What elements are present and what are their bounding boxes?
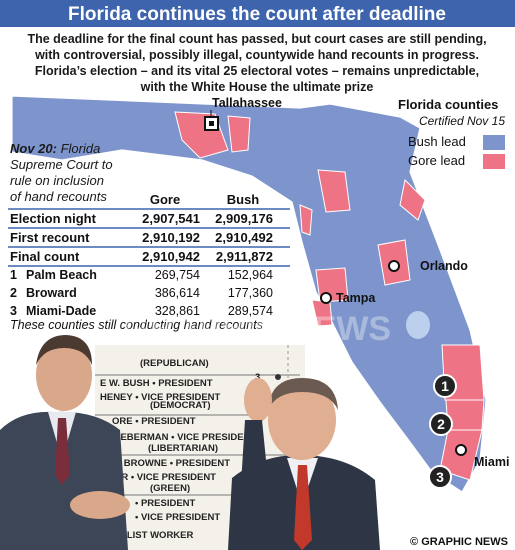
ballot-party: ALIST WORKER [120, 530, 193, 541]
ballot-party: (REPUBLICAN) [140, 358, 209, 369]
county-marker [428, 465, 452, 489]
bush-photo [228, 378, 380, 550]
bush-value: 2,910,492 [215, 230, 273, 245]
gore-counties [174, 111, 485, 481]
intro-line: with controversial, possibly illegal, co… [34, 48, 479, 62]
note-text: Florida [61, 141, 101, 156]
ballot-hole [275, 374, 281, 380]
county-number: 3 [10, 304, 17, 318]
intro-line: Florida’s election – and its vital 25 el… [35, 64, 479, 78]
city-label: Miami [474, 455, 509, 469]
legend-title: Florida counties [398, 97, 498, 112]
note-text: Supreme Court to [10, 157, 113, 172]
gore-value: 2,910,942 [142, 249, 200, 264]
column-header: Bush [227, 192, 260, 207]
gore-value: 269,754 [155, 268, 200, 282]
city-marker [320, 292, 332, 304]
city-label: Tampa [336, 291, 376, 305]
bush-value: 2,911,872 [216, 249, 273, 264]
row-label: Final count [10, 249, 80, 264]
capital-marker [209, 121, 214, 126]
city-label: Tallahassee [212, 96, 282, 110]
ballot-candidate: • PRESIDENT [135, 498, 196, 509]
row-label: First recount [10, 230, 90, 245]
column-header: Gore [150, 192, 180, 207]
intro-line: The deadline for the final count has pas… [27, 32, 486, 46]
county-marker-number: 3 [436, 469, 444, 485]
note: Nov 20: Florida [10, 141, 100, 156]
county-number: 1 [10, 268, 17, 282]
bush-value: 177,360 [228, 286, 273, 300]
legend-swatch [483, 135, 505, 150]
ballot-candidate: Y BROWNE • PRESIDENT [115, 458, 230, 469]
table: Election night 2,907,541 2,909,176 First… [8, 208, 290, 332]
county-name: Miami-Dade [26, 304, 96, 318]
county-name: Broward [26, 286, 77, 300]
title-bar [0, 0, 515, 27]
florida-map [11, 95, 487, 493]
bush-value: 2,909,176 [215, 211, 273, 226]
gore-value: 2,910,192 [142, 230, 200, 245]
intro-line: with the White House the ultimate prize [140, 80, 374, 94]
credit: © GRAPHIC NEWS [410, 536, 508, 548]
table-footnote: These counties still conducting hand rec… [10, 318, 263, 332]
ballot-candidate: ER • VICE PRESIDENT [115, 472, 216, 483]
county-marker [433, 374, 457, 398]
county-marker [429, 412, 453, 436]
county-marker-number: 1 [441, 378, 449, 394]
watermark: GRAPHIC NEWS [123, 310, 391, 348]
gore-photo [0, 335, 130, 550]
gore-value: 2,907,541 [142, 211, 200, 226]
county-name: Palm Beach [26, 268, 97, 282]
ballot-party: (LIBERTARIAN) [148, 443, 218, 454]
ballot-candidate: LIEBERMAN • VICE PRESIDENT [112, 432, 256, 443]
lake [406, 311, 430, 339]
ballot-candidate: E W. BUSH • PRESIDENT [100, 378, 213, 389]
bush-value: 152,964 [228, 268, 273, 282]
legend-swatch [483, 154, 505, 169]
note-date: Nov 20: [10, 141, 57, 156]
legend-label: Bush lead [408, 134, 466, 149]
legend-subtitle: Certified Nov 15 [419, 114, 505, 128]
gore-value: 386,614 [155, 286, 200, 300]
title: Florida continues the count after deadli… [68, 4, 446, 25]
ballot-candidate: HENEY • VICE PRESIDENT [100, 392, 221, 403]
ballot-party: (DEMOCRAT) [150, 400, 211, 411]
county-number: 2 [10, 286, 17, 300]
ballot-number: 3 [255, 372, 260, 383]
bush-value: 289,574 [228, 304, 273, 318]
county-marker-number: 2 [437, 416, 445, 432]
city-marker [388, 260, 400, 272]
city-marker [455, 444, 467, 456]
ballot-candidate: • VICE PRESIDENT [135, 512, 220, 523]
note-text: rule on inclusion [10, 173, 104, 188]
city-label: Orlando [420, 259, 468, 273]
ballot-candidate: ORE • PRESIDENT [112, 416, 196, 427]
state-shape [11, 95, 487, 493]
gore-value: 328,861 [155, 304, 200, 318]
row-label: Election night [10, 211, 97, 226]
legend-label: Gore lead [408, 153, 465, 168]
ballot-party: (GREEN) [150, 483, 190, 494]
note-text: of hand recounts [10, 189, 107, 204]
